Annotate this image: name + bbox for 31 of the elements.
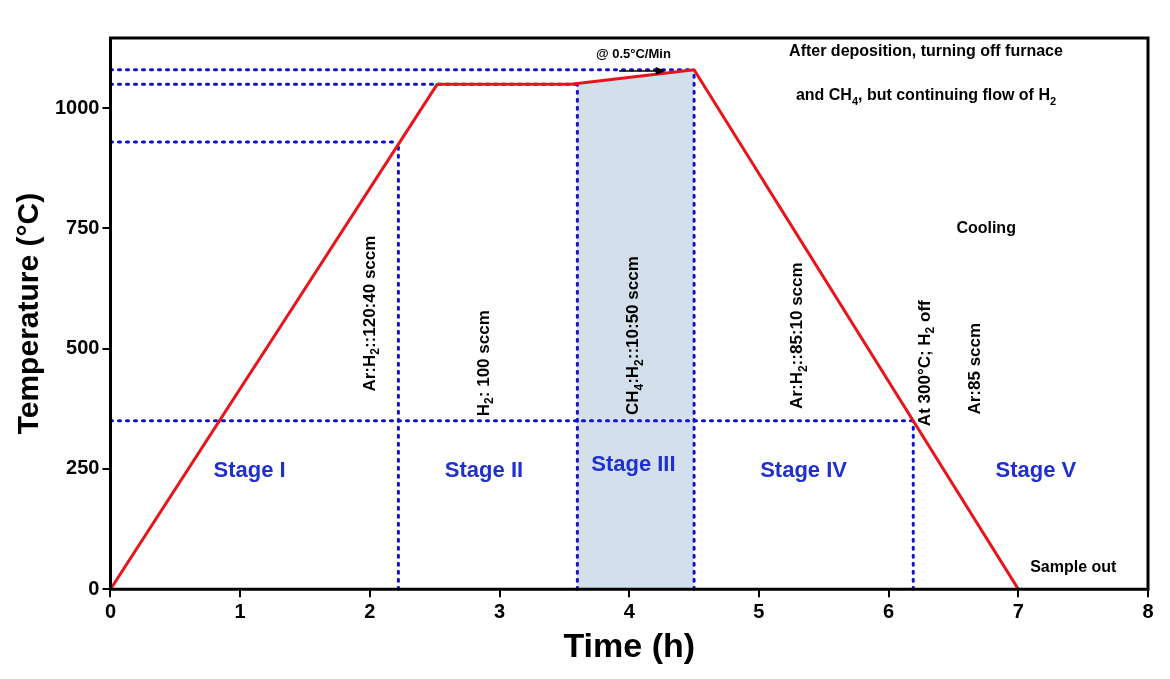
annotation: Ar:H2::120:40 sccm — [359, 235, 383, 392]
annotation: At 300°C; H2 off — [914, 299, 938, 427]
annotation: Stage II — [444, 456, 524, 482]
x-tick-label: 7 — [1012, 599, 1024, 622]
x-tick-label: 2 — [364, 599, 376, 622]
annotation: CH4:H2::10:50 sccm — [623, 256, 646, 416]
y-tick-label: 0 — [88, 576, 100, 599]
y-tick-label: 250 — [66, 456, 100, 479]
y-tick-label: 750 — [66, 215, 100, 238]
annotation: After deposition, turning off furnace — [789, 42, 1063, 60]
annotation: Stage V — [995, 456, 1077, 482]
x-tick-label: 0 — [104, 599, 117, 622]
y-axis-title: Temperature (°C) — [11, 192, 45, 435]
x-tick-label: 4 — [623, 599, 636, 622]
x-tick-label: 6 — [883, 599, 895, 622]
x-axis-title: Time (h) — [563, 625, 696, 664]
annotation: H2: 100 sccm — [473, 310, 497, 417]
annotation: Stage I — [213, 456, 286, 482]
annotation: @ 0.5°C/Min — [595, 46, 671, 62]
y-tick-label: 500 — [66, 336, 100, 359]
x-tick-label: 5 — [753, 599, 765, 622]
x-tick-label: 1 — [234, 599, 246, 622]
annotation: Cooling — [956, 218, 1016, 236]
annotation: Sample out — [1030, 557, 1118, 575]
x-tick-label: 3 — [494, 599, 506, 622]
annotation: Stage III — [591, 451, 676, 477]
annotation: Stage IV — [760, 456, 848, 482]
annotation: Ar:85 sccm — [965, 322, 985, 415]
y-tick-label: 1000 — [54, 95, 100, 118]
annotation: Ar:H2::85:10 sccm — [787, 262, 810, 409]
x-tick-label: 8 — [1142, 599, 1154, 622]
